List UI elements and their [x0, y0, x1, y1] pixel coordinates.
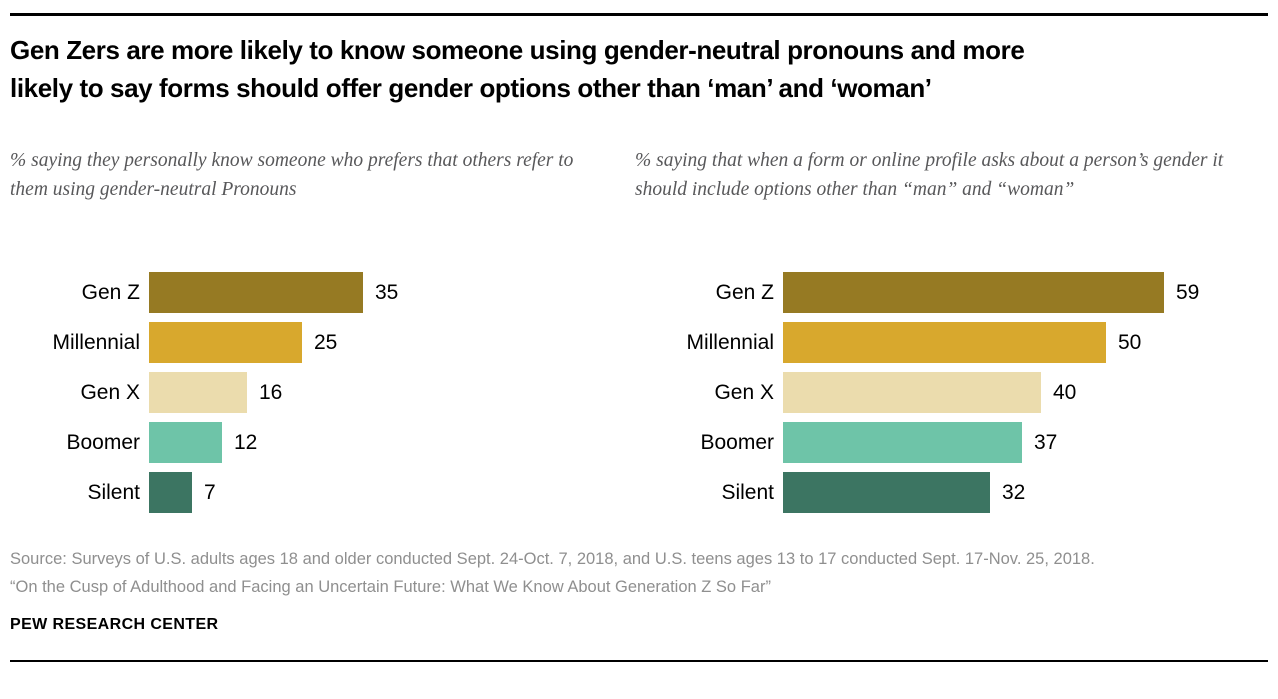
value-label: 16: [259, 380, 283, 404]
chart-row: Millennial 25: [10, 322, 635, 364]
bar-group-left: Gen Z 35 Millennial 25 Gen X 16 Boomer 12 Silent…: [10, 272, 635, 514]
bar: [149, 322, 302, 364]
value-label: 37: [1034, 430, 1058, 454]
chart-row: Gen X 16: [10, 372, 635, 414]
chart-row: Millennial 50: [635, 322, 1268, 364]
bar: [149, 472, 192, 514]
chart-row: Boomer 12: [10, 422, 635, 464]
chart-row: Silent 32: [635, 472, 1268, 514]
value-label: 12: [234, 430, 258, 454]
value-label: 32: [1002, 480, 1026, 504]
chart-row: Gen Z 59: [635, 272, 1268, 314]
pew-research-center-wordmark: PEW RESEARCH CENTER: [10, 616, 219, 634]
bar: [149, 422, 222, 464]
category-label: Boomer: [700, 430, 774, 454]
page-title: Gen Zers are more likely to know someone…: [10, 31, 1268, 107]
category-label: Millennial: [52, 330, 140, 354]
category-label: Silent: [87, 480, 140, 504]
bar: [149, 372, 247, 414]
bar: [783, 372, 1041, 414]
chart-subtitle-right: % saying that when a form or online prof…: [635, 150, 1224, 201]
bar: [783, 272, 1164, 314]
charts-row: % saying they personally know someone wh…: [10, 124, 1268, 514]
chart-subtitle-left: % saying they personally know someone wh…: [10, 150, 574, 201]
page-title-line-1: Gen Zers are more likely to know someone…: [10, 35, 1025, 65]
page-title-line-2: likely to say forms should offer gender …: [10, 73, 932, 103]
category-label: Millennial: [686, 330, 774, 354]
source-note: Source: Surveys of U.S. adults ages 18 a…: [10, 550, 1095, 569]
bar-group-right: Gen Z 59 Millennial 50 Gen X 40 Boomer 37 Silent…: [635, 272, 1268, 514]
bar: [783, 472, 990, 514]
report-title-note: “On the Cusp of Adulthood and Facing an …: [10, 578, 771, 597]
category-label: Gen Z: [715, 280, 774, 304]
value-label: 50: [1118, 330, 1142, 354]
chart-row: Gen Z 35: [10, 272, 635, 314]
value-label: 35: [375, 280, 399, 304]
bottom-rule: [10, 660, 1268, 663]
category-label: Boomer: [66, 430, 140, 454]
chart-row: Gen X 40: [635, 372, 1268, 414]
category-label: Gen Z: [81, 280, 140, 304]
value-label: 40: [1053, 380, 1077, 404]
category-label: Gen X: [80, 380, 140, 404]
value-label: 7: [204, 480, 216, 504]
chart-row: Silent 7: [10, 472, 635, 514]
bar: [149, 272, 363, 314]
chart-row: Boomer 37: [635, 422, 1268, 464]
bar: [783, 422, 1022, 464]
report-card: Gen Zers are more likely to know someone…: [0, 13, 1278, 663]
top-rule: [10, 13, 1268, 16]
chart-panel-form-options: % saying that when a form or online prof…: [635, 124, 1268, 514]
category-label: Gen X: [714, 380, 774, 404]
chart-panel-know-someone: % saying they personally know someone wh…: [10, 124, 635, 514]
value-label: 59: [1176, 280, 1200, 304]
category-label: Silent: [721, 480, 774, 504]
bar: [783, 322, 1106, 364]
footer: Source: Surveys of U.S. adults ages 18 a…: [10, 547, 1268, 634]
value-label: 25: [314, 330, 338, 354]
